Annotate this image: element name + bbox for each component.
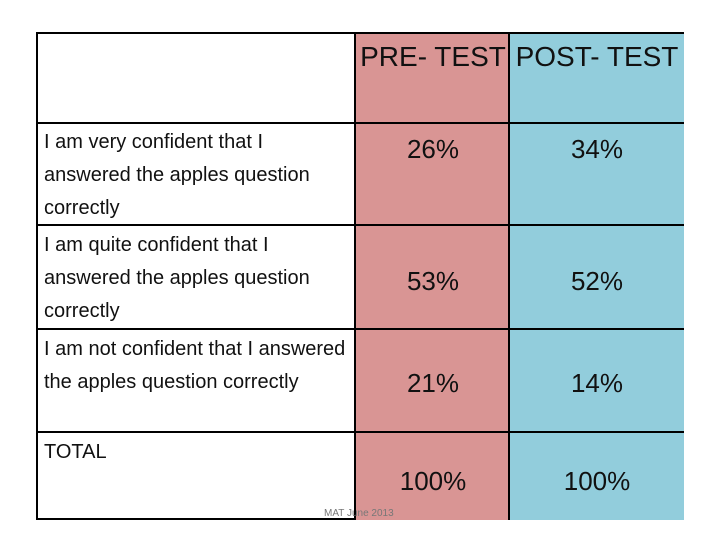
post-test-column xyxy=(510,34,684,520)
post-test-header: POST- TEST xyxy=(515,41,679,72)
row-divider xyxy=(38,224,684,226)
pre-test-header: PRE- TEST xyxy=(360,41,506,72)
row-label: I am very confident that I answered the … xyxy=(44,131,310,219)
row-divider xyxy=(38,431,684,433)
post-test-value: 34% xyxy=(570,134,624,164)
column-divider xyxy=(508,34,510,520)
row-divider xyxy=(38,122,684,124)
pre-test-value: 26% xyxy=(406,134,460,164)
pre-test-total: 100% xyxy=(399,466,467,496)
footer-note: MAT June 2013 xyxy=(324,508,394,519)
row-label: I am quite confident that I answered the… xyxy=(44,234,310,322)
row-label: I am not confident that I answered the a… xyxy=(44,338,346,393)
row-divider xyxy=(38,328,684,330)
pre-test-value: 21% xyxy=(406,368,460,398)
column-divider xyxy=(354,34,356,520)
pre-test-column xyxy=(356,34,510,520)
pre-test-value: 53% xyxy=(406,266,460,296)
row-label: TOTAL xyxy=(44,441,107,463)
results-table: PRE- TEST POST- TEST I am very confident… xyxy=(36,32,684,520)
post-test-total: 100% xyxy=(563,466,631,496)
post-test-value: 52% xyxy=(570,266,624,296)
post-test-value: 14% xyxy=(570,368,624,398)
